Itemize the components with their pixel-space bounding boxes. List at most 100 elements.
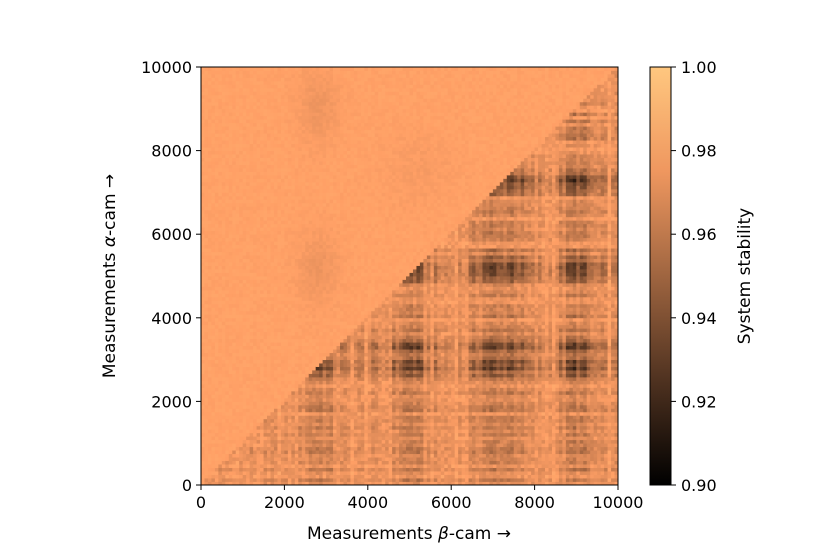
heatmap-cell bbox=[277, 115, 282, 120]
heatmap-cell bbox=[277, 356, 282, 360]
heatmap-cell bbox=[207, 439, 212, 444]
heatmap-cell bbox=[343, 265, 348, 270]
heatmap-cell bbox=[246, 457, 251, 462]
heatmap-cell bbox=[225, 178, 230, 183]
heatmap-cell bbox=[211, 230, 216, 235]
heatmap-cell bbox=[242, 321, 247, 326]
heatmap-cell bbox=[239, 377, 244, 381]
heatmap-cell bbox=[329, 282, 334, 287]
heatmap-cell bbox=[301, 126, 306, 131]
heatmap-cell bbox=[225, 94, 230, 99]
heatmap-cell bbox=[267, 115, 271, 120]
heatmap-cell bbox=[343, 293, 348, 298]
heatmap-cell bbox=[305, 227, 310, 232]
heatmap-cell bbox=[326, 216, 330, 221]
heatmap-cell bbox=[305, 174, 310, 179]
heatmap-cell bbox=[253, 161, 258, 165]
heatmap-cell bbox=[260, 251, 264, 256]
heatmap-cell bbox=[228, 248, 233, 253]
heatmap-cell bbox=[340, 77, 344, 82]
heatmap-cell bbox=[225, 349, 230, 354]
heatmap-cell bbox=[211, 359, 216, 364]
heatmap-cell bbox=[336, 296, 341, 301]
heatmap-cell bbox=[256, 213, 261, 218]
heatmap-cell bbox=[211, 255, 216, 259]
heatmap-cell bbox=[207, 370, 212, 374]
heatmap-cell bbox=[322, 87, 327, 92]
heatmap-cell bbox=[294, 101, 299, 106]
heatmap-cell bbox=[280, 415, 285, 420]
heatmap-cell bbox=[232, 70, 237, 75]
heatmap-cell bbox=[291, 307, 296, 312]
heatmap-cell bbox=[270, 223, 275, 228]
heatmap-cell bbox=[246, 209, 251, 214]
heatmap-cell bbox=[260, 115, 264, 120]
heatmap-cell bbox=[204, 303, 209, 308]
heatmap-cell bbox=[301, 293, 306, 298]
heatmap-cell bbox=[242, 251, 247, 256]
heatmap-cell bbox=[242, 352, 247, 357]
heatmap-cell bbox=[280, 429, 285, 434]
heatmap-cell bbox=[340, 192, 344, 197]
heatmap-cell bbox=[201, 161, 205, 165]
heatmap-cell bbox=[242, 349, 247, 354]
heatmap-cell bbox=[201, 174, 205, 179]
heatmap-cell bbox=[329, 248, 334, 253]
heatmap-cell bbox=[315, 87, 320, 92]
heatmap-cell bbox=[214, 338, 219, 343]
heatmap-cell bbox=[218, 383, 223, 388]
heatmap-cell bbox=[333, 338, 337, 343]
heatmap-cell bbox=[214, 349, 219, 354]
heatmap-cell bbox=[270, 171, 275, 176]
heatmap-cell bbox=[319, 383, 324, 388]
heatmap-cell bbox=[287, 154, 292, 158]
heatmap-cell bbox=[284, 481, 289, 485]
heatmap-cell bbox=[256, 363, 261, 367]
heatmap-cell bbox=[287, 286, 292, 291]
heatmap-cell bbox=[319, 352, 324, 357]
heatmap-cell bbox=[298, 129, 303, 134]
heatmap-cell bbox=[235, 335, 240, 340]
heatmap-cell bbox=[305, 429, 310, 434]
heatmap-cell bbox=[315, 272, 320, 277]
heatmap-cell bbox=[291, 300, 296, 305]
heatmap-cell bbox=[326, 174, 330, 179]
heatmap-cell bbox=[232, 220, 237, 225]
heatmap-cell bbox=[256, 296, 261, 301]
heatmap-cell bbox=[319, 422, 324, 427]
heatmap-cell bbox=[333, 387, 337, 392]
heatmap-cell bbox=[239, 300, 244, 305]
heatmap-cell bbox=[273, 324, 278, 329]
heatmap-cell bbox=[263, 164, 268, 169]
heatmap-cell bbox=[277, 342, 282, 347]
heatmap-cell bbox=[225, 188, 230, 193]
heatmap-cell bbox=[287, 401, 292, 406]
heatmap-cell bbox=[221, 359, 226, 364]
heatmap-cell bbox=[211, 404, 216, 409]
heatmap-cell bbox=[267, 192, 271, 197]
heatmap-cell bbox=[201, 115, 205, 120]
heatmap-cell bbox=[280, 140, 285, 145]
heatmap-cell bbox=[284, 411, 289, 416]
heatmap-cell bbox=[204, 185, 209, 190]
heatmap-cell bbox=[267, 199, 271, 204]
heatmap-cell bbox=[298, 157, 303, 162]
heatmap-cell bbox=[267, 91, 271, 96]
heatmap-cell bbox=[246, 450, 251, 455]
heatmap-cell bbox=[322, 70, 327, 75]
heatmap-cell bbox=[253, 401, 258, 406]
heatmap-cell bbox=[253, 345, 258, 350]
heatmap-cell bbox=[301, 73, 306, 78]
heatmap-cell bbox=[294, 241, 299, 246]
heatmap-cell bbox=[301, 380, 306, 385]
heatmap-cell bbox=[294, 119, 299, 124]
heatmap-cell bbox=[249, 147, 254, 151]
heatmap-cell bbox=[333, 147, 337, 151]
heatmap-cell bbox=[256, 209, 261, 214]
heatmap-cell bbox=[218, 331, 223, 336]
heatmap-cell bbox=[256, 342, 261, 347]
heatmap-cell bbox=[291, 296, 296, 301]
heatmap-cell bbox=[201, 192, 205, 197]
heatmap-cell bbox=[201, 307, 205, 312]
heatmap-cell bbox=[291, 363, 296, 367]
